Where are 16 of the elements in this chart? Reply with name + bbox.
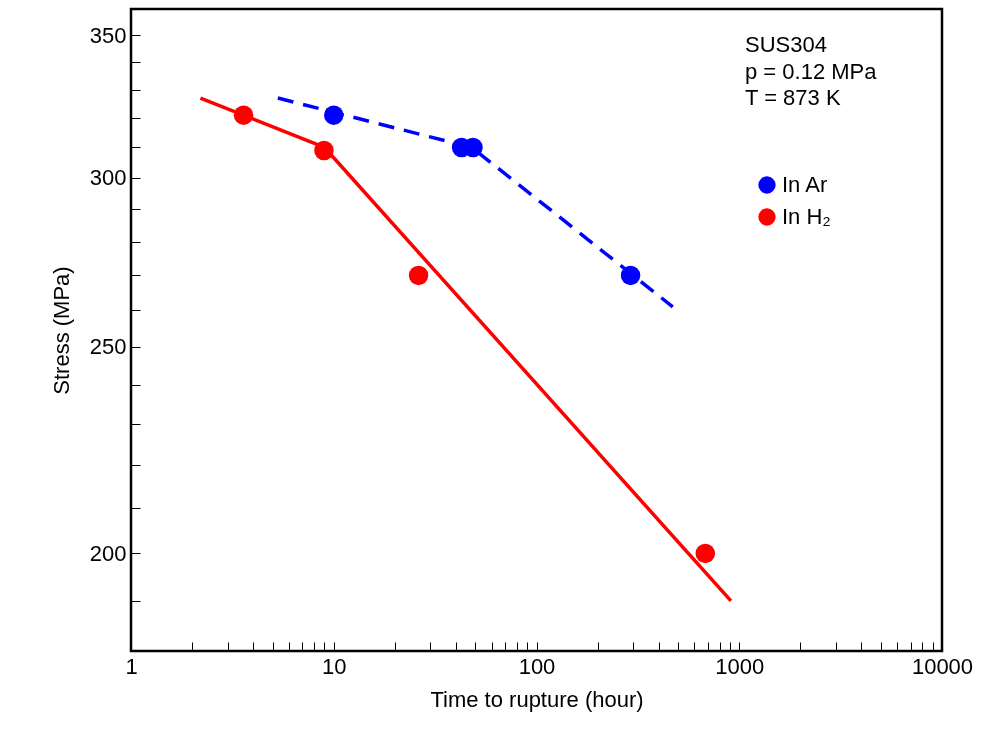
x-tick-label: 1: [125, 653, 138, 679]
legend-label: In H₂: [782, 204, 831, 229]
x-tick-label: 10000: [911, 653, 974, 679]
y-axis-title: Stress (MPa): [48, 266, 74, 395]
y-tick-label: 250: [89, 334, 127, 360]
annotation: p = 0.12 MPa: [745, 58, 878, 84]
y-tick-label: 200: [89, 540, 127, 566]
x-axis-title: Time to rupture (hour): [430, 686, 644, 712]
annotation: T = 873 K: [745, 85, 841, 110]
y-tick-label: 300: [89, 165, 127, 191]
x-tick-label: 1000: [715, 653, 765, 679]
annotation: SUS304: [745, 32, 827, 57]
y-tick-label: 350: [89, 22, 127, 48]
legend-label: In Ar: [782, 172, 828, 197]
x-tick-label: 100: [518, 653, 556, 679]
x-tick-label: 10: [322, 653, 347, 679]
